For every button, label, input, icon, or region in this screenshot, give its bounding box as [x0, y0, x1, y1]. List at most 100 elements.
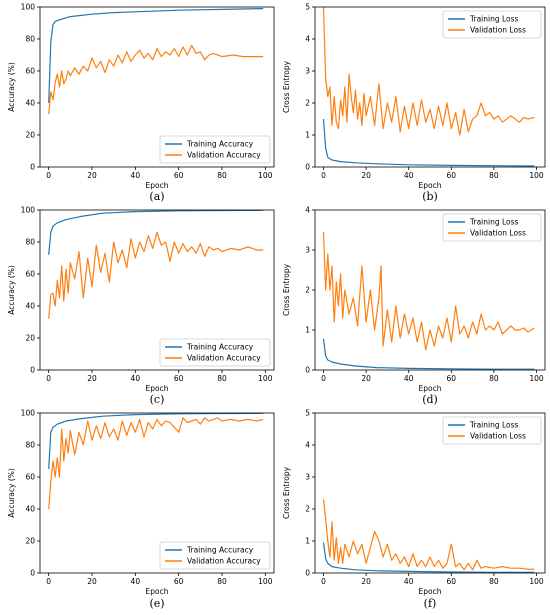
series-line-validation-loss — [322, 7, 535, 136]
y-tick-label: 4 — [305, 206, 310, 215]
legend: Training Accuracy Validation Accuracy — [159, 338, 271, 367]
y-tick-label: 0 — [305, 569, 310, 578]
y-axis-title: Accuracy (%) — [7, 265, 16, 315]
y-tick-label: 0 — [305, 366, 310, 375]
x-tick-label: 80 — [217, 171, 227, 180]
y-tick-label: 20 — [25, 537, 35, 546]
legend-label: Training Accuracy — [186, 546, 254, 555]
plot-frame — [314, 412, 546, 574]
x-axis-title: Epoch — [419, 587, 442, 596]
panel-label: (c) — [150, 393, 165, 406]
x-tick-label: 20 — [361, 374, 371, 383]
plot-frame — [39, 6, 275, 168]
chart-panel-c: 0 20 40 60 80 100 0 20 40 60 80 100 Epoch Accuracy (%… — [7, 206, 275, 406]
x-tick-label: 0 — [321, 577, 326, 586]
series-line-validation-loss — [322, 231, 535, 351]
series-line-training-loss — [322, 118, 535, 167]
y-tick-label: 1 — [305, 537, 310, 546]
x-tick-label: 60 — [174, 577, 184, 586]
y-tick-label: 60 — [25, 67, 35, 76]
legend-label: Validation Accuracy — [187, 557, 261, 566]
x-tick-label: 0 — [46, 171, 51, 180]
series-line-training-accuracy — [48, 210, 264, 255]
x-tick-label: 0 — [321, 171, 326, 180]
y-tick-label: 20 — [25, 131, 35, 140]
panel-label: (a) — [149, 190, 164, 203]
legend-label: Validation Loss — [470, 26, 526, 35]
legend-label: Validation Accuracy — [187, 151, 261, 160]
x-tick-label: 80 — [489, 577, 499, 586]
x-tick-label: 100 — [529, 374, 544, 383]
x-axis-title: Epoch — [419, 181, 442, 190]
legend-label: Training Accuracy — [186, 140, 254, 149]
plot-frame — [314, 6, 546, 168]
x-tick-label: 20 — [87, 374, 97, 383]
legend: Training Loss Validation Loss — [442, 416, 542, 445]
series-line-training-loss — [322, 338, 535, 370]
y-axis-title: Accuracy (%) — [7, 62, 16, 112]
y-tick-label: 60 — [25, 270, 35, 279]
x-tick-label: 60 — [447, 374, 457, 383]
y-tick-label: 2 — [305, 286, 310, 295]
y-tick-label: 0 — [30, 163, 35, 172]
legend-box — [442, 10, 542, 39]
y-axis-title: Cross Entropy — [282, 60, 291, 113]
y-tick-label: 0 — [30, 569, 35, 578]
x-tick-label: 80 — [489, 374, 499, 383]
x-tick-label: 20 — [87, 171, 97, 180]
x-tick-label: 80 — [217, 374, 227, 383]
y-tick-label: 2 — [305, 99, 310, 108]
x-tick-label: 100 — [258, 374, 273, 383]
panel-label: (d) — [422, 393, 438, 406]
y-tick-label: 80 — [25, 35, 35, 44]
x-tick-label: 60 — [174, 171, 184, 180]
x-tick-label: 0 — [46, 374, 51, 383]
y-tick-label: 40 — [25, 505, 35, 514]
y-tick-label: 60 — [25, 473, 35, 482]
chart-panel-d: 0 20 40 60 80 100 0 1 2 3 4 Epoch Cross Entropy Train… — [282, 206, 546, 406]
series-line-validation-accuracy — [48, 417, 264, 510]
series-line-validation-accuracy — [48, 44, 264, 115]
plot-frame — [39, 209, 275, 371]
legend-box — [159, 338, 271, 367]
x-tick-label: 100 — [258, 577, 273, 586]
y-tick-label: 3 — [305, 246, 310, 255]
y-tick-label: 40 — [25, 99, 35, 108]
x-tick-label: 60 — [447, 171, 457, 180]
series-line-training-loss — [322, 542, 535, 573]
x-tick-label: 60 — [447, 577, 457, 586]
y-tick-label: 20 — [25, 334, 35, 343]
legend-box — [442, 416, 542, 445]
y-tick-label: 4 — [305, 35, 310, 44]
chart-panel-a: 0 20 40 60 80 100 0 20 40 60 80 100 Epoch Accuracy (%… — [7, 3, 275, 203]
x-tick-label: 40 — [131, 374, 141, 383]
y-tick-label: 4 — [305, 441, 310, 450]
x-tick-label: 60 — [174, 374, 184, 383]
legend: Training Accuracy Validation Accuracy — [159, 541, 271, 570]
legend-box — [159, 541, 271, 570]
legend-box — [159, 135, 271, 164]
x-tick-label: 20 — [361, 171, 371, 180]
x-tick-label: 20 — [361, 577, 371, 586]
chart-panel-b: 0 20 40 60 80 100 0 1 2 3 4 5 Epoch Cross Entropy Trai… — [282, 3, 546, 203]
legend-label: Validation Loss — [470, 432, 526, 441]
x-tick-label: 100 — [529, 577, 544, 586]
x-axis-title: Epoch — [146, 181, 169, 190]
x-tick-label: 40 — [131, 171, 141, 180]
y-axis-title: Cross Entropy — [282, 263, 291, 316]
x-tick-label: 40 — [131, 577, 141, 586]
legend: Training Accuracy Validation Accuracy — [159, 135, 271, 164]
legend-label: Validation Loss — [470, 229, 526, 238]
y-tick-label: 80 — [25, 441, 35, 450]
x-tick-label: 0 — [46, 577, 51, 586]
x-tick-label: 0 — [321, 374, 326, 383]
legend-label: Training Loss — [469, 218, 519, 227]
y-tick-label: 5 — [305, 409, 310, 418]
y-tick-label: 5 — [305, 3, 310, 12]
legend-label: Training Accuracy — [186, 343, 254, 352]
x-tick-label: 80 — [489, 171, 499, 180]
panel-label: (e) — [149, 597, 164, 610]
legend: Training Loss Validation Loss — [442, 213, 542, 242]
x-axis-title: Epoch — [146, 587, 169, 596]
y-tick-label: 100 — [21, 409, 36, 418]
